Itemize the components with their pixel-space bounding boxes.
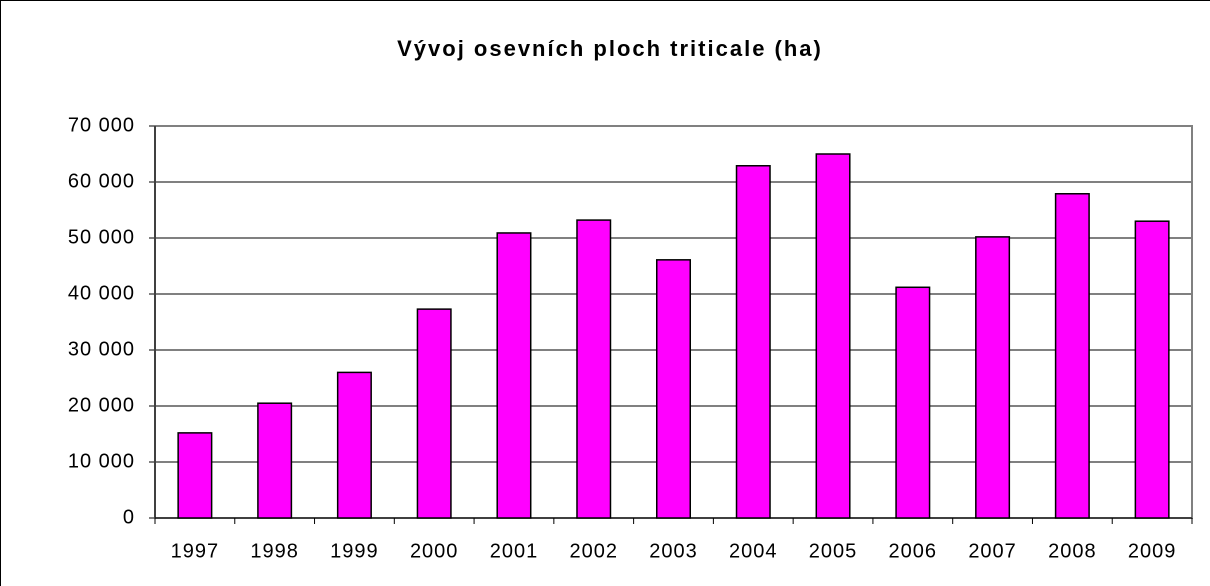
x-tick-label: 2008 (1048, 540, 1097, 562)
bar (655, 259, 692, 519)
bar (815, 153, 851, 519)
bar (576, 219, 612, 519)
bar (975, 236, 1011, 519)
x-tick-label: 2006 (889, 540, 938, 562)
x-tick-label: 2001 (490, 540, 539, 562)
bar (496, 232, 532, 519)
y-tick-label: 0 (123, 506, 135, 528)
x-tick-label: 2000 (410, 540, 459, 562)
bar (1054, 193, 1090, 519)
y-tick-label: 40 000 (68, 282, 135, 304)
chart-title: Vývoj osevních ploch triticale (ha) (397, 36, 823, 61)
bar (336, 371, 372, 519)
y-tick-label: 70 000 (68, 114, 135, 136)
bar (735, 165, 771, 519)
x-tick-label: 2003 (649, 540, 698, 562)
x-tick-label: 1999 (330, 540, 379, 562)
bar (416, 308, 452, 519)
x-tick-label: 2009 (1128, 540, 1177, 562)
x-tick-label: 2005 (809, 540, 858, 562)
y-tick-label: 50 000 (68, 226, 135, 248)
x-tick-label: 1998 (250, 540, 299, 562)
y-tick-label: 30 000 (68, 338, 135, 360)
bar (177, 432, 213, 519)
y-tick-label: 20 000 (68, 394, 135, 416)
x-tick-label: 2007 (968, 540, 1017, 562)
bar (257, 402, 293, 519)
bar (895, 286, 931, 519)
x-tick-label: 2004 (729, 540, 778, 562)
y-tick-label: 10 000 (68, 450, 135, 472)
y-tick-label: 60 000 (68, 170, 135, 192)
bar (1134, 220, 1170, 519)
x-tick-label: 1997 (171, 540, 220, 562)
x-tick-label: 2002 (569, 540, 618, 562)
